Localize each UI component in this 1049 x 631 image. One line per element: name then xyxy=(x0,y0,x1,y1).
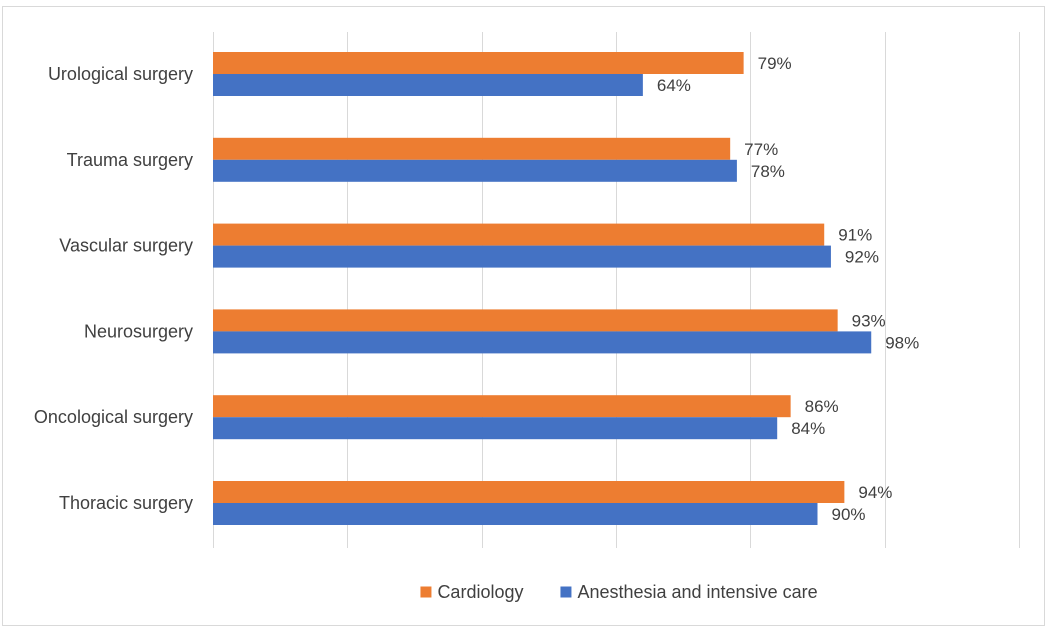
data-label: 64% xyxy=(657,76,691,95)
bar xyxy=(213,481,845,503)
data-label: 91% xyxy=(838,226,872,245)
bar xyxy=(213,159,737,182)
data-label: 90% xyxy=(832,505,866,524)
bar xyxy=(213,331,872,354)
category-label: Thoracic surgery xyxy=(59,493,193,513)
legend-swatch xyxy=(420,586,432,598)
category-label: Oncological surgery xyxy=(34,407,193,427)
legend-swatch xyxy=(560,586,572,598)
bar xyxy=(213,137,731,160)
data-label: 92% xyxy=(845,248,879,267)
bar xyxy=(213,74,643,96)
category-label: Neurosurgery xyxy=(84,321,193,341)
bar xyxy=(213,309,838,332)
bar xyxy=(213,223,825,246)
bar xyxy=(213,503,818,525)
legend-label: Cardiology xyxy=(437,582,523,602)
data-label: 78% xyxy=(751,162,785,181)
data-label: 94% xyxy=(858,483,892,502)
data-label: 93% xyxy=(852,311,886,330)
data-label: 86% xyxy=(805,397,839,416)
bar xyxy=(213,245,831,268)
data-label: 77% xyxy=(744,140,778,159)
bar xyxy=(213,52,744,74)
category-label: Trauma surgery xyxy=(67,150,193,170)
data-label: 98% xyxy=(885,333,919,352)
bar xyxy=(213,417,778,440)
category-label: Vascular surgery xyxy=(59,236,193,256)
category-label: Urological surgery xyxy=(48,64,193,84)
data-label: 84% xyxy=(791,419,825,438)
legend-label: Anesthesia and intensive care xyxy=(577,582,817,602)
bar xyxy=(213,395,791,418)
data-label: 79% xyxy=(758,54,792,73)
